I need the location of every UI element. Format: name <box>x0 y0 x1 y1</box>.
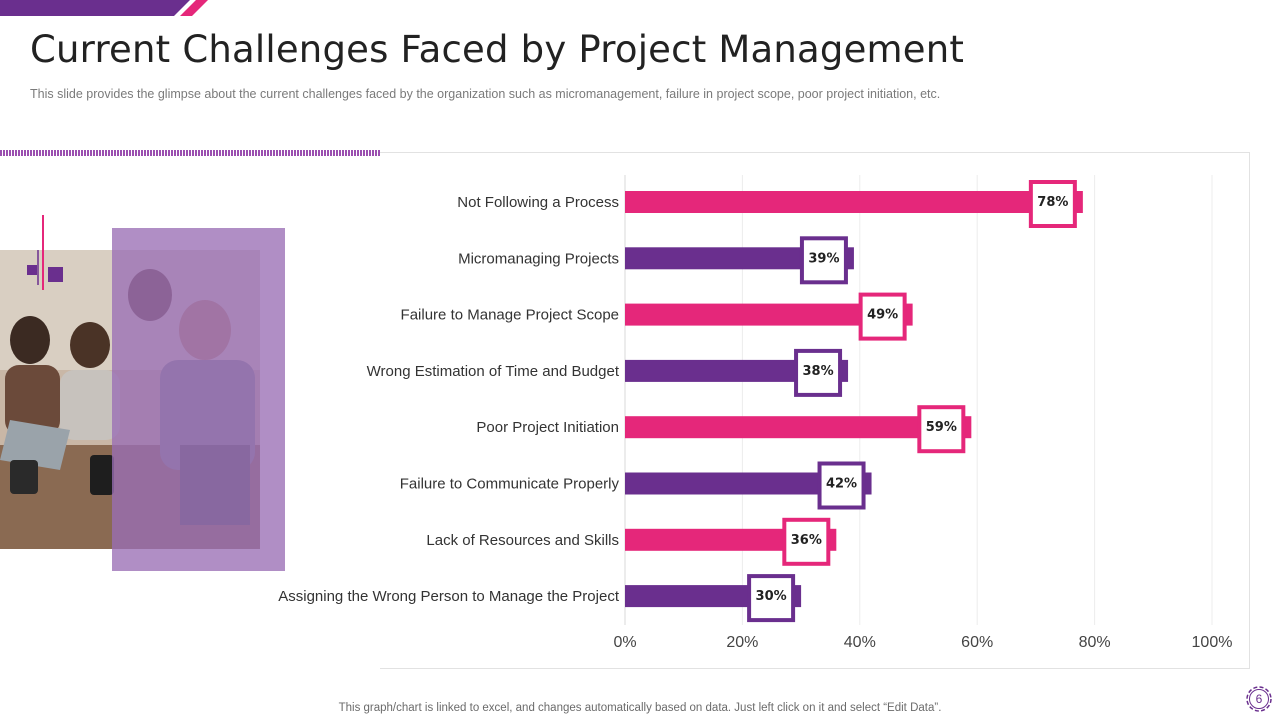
category-label: Wrong Estimation of Time and Budget <box>367 363 620 380</box>
data-label-box <box>817 461 866 510</box>
data-label: 39% <box>808 251 839 266</box>
bar-2 <box>625 247 854 270</box>
bar-5 <box>625 416 972 439</box>
data-label-box <box>1028 180 1077 228</box>
category-label: Failure to Manage Project Scope <box>401 307 619 324</box>
category-label: Failure to Communicate Properly <box>400 476 620 493</box>
bar-1 <box>625 191 1083 213</box>
data-label: 49% <box>867 308 898 323</box>
page-number-badge: 6 <box>1242 682 1276 716</box>
slide-subtitle: This slide provides the glimpse about th… <box>30 87 941 101</box>
x-tick-label: 40% <box>844 634 876 651</box>
category-label: Assigning the Wrong Person to Manage the… <box>278 588 620 605</box>
x-tick-label: 0% <box>613 634 636 651</box>
striped-divider <box>0 150 380 156</box>
x-tick-label: 60% <box>961 634 993 651</box>
data-label-box <box>858 292 907 341</box>
slide-title: Current Challenges Faced by Project Mana… <box>30 28 965 71</box>
data-label: 78% <box>1037 195 1068 210</box>
x-tick-label: 100% <box>1192 634 1233 651</box>
x-tick-label: 20% <box>726 634 758 651</box>
bar-4 <box>625 359 849 382</box>
header-accent-band <box>0 0 208 16</box>
data-label: 42% <box>826 477 857 492</box>
gear-badge-icon <box>1246 686 1272 712</box>
bar-3 <box>625 303 913 326</box>
data-label-box <box>917 405 966 454</box>
data-label-box <box>782 517 831 566</box>
category-label: Not Following a Process <box>457 194 619 211</box>
data-label: 59% <box>926 420 957 435</box>
category-label: Poor Project Initiation <box>476 419 619 436</box>
data-label: 30% <box>756 589 787 604</box>
data-label-box <box>747 574 796 623</box>
team-meeting-photo <box>0 215 285 571</box>
footer-note: This graph/chart is linked to excel, and… <box>338 702 942 714</box>
bar-6 <box>625 472 872 495</box>
category-label: Micromanaging Projects <box>458 250 619 267</box>
data-label: 36% <box>791 533 822 548</box>
data-label-box <box>794 348 843 397</box>
category-label: Lack of Resources and Skills <box>426 532 619 549</box>
chart-frame <box>380 152 1250 669</box>
x-tick-label: 80% <box>1079 634 1111 651</box>
data-label-box <box>799 236 848 285</box>
page-number: 6 <box>1255 692 1263 706</box>
data-label: 38% <box>802 364 833 379</box>
